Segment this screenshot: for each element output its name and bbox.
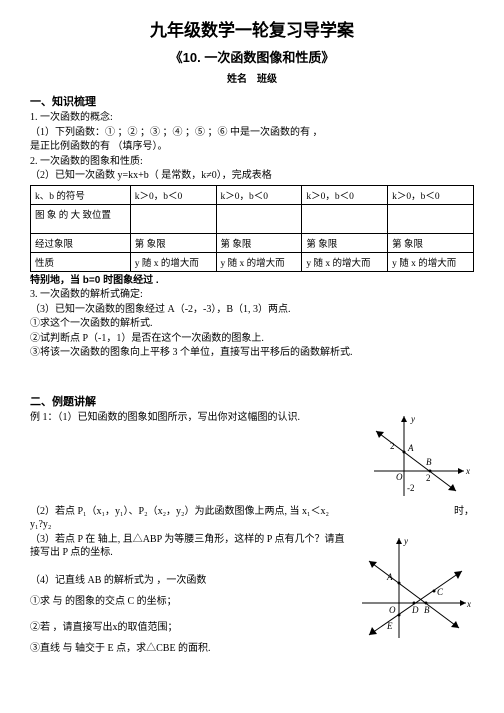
- cell-r2c4: 第 象限: [388, 233, 474, 252]
- svg-text:D: D: [411, 605, 419, 615]
- figure-2: y x O A B C D E: [354, 533, 474, 646]
- page-subtitle: 《10. 一次函数图像和性质》: [30, 47, 474, 66]
- cell-r2c3: 第 象限: [302, 233, 388, 252]
- byline: 姓名 班级: [30, 70, 474, 85]
- cell-r2c2: 第 象限: [216, 233, 302, 252]
- cell-r3c4: y 随 x 的增大而: [388, 252, 474, 271]
- s1-p10: ②试判断点 P（-1，1）是否在这个一次函数的图象上.: [30, 332, 474, 346]
- cell-r2c1: 第 象限: [130, 233, 216, 252]
- properties-table: k、b 的符号 k＞0，b＜0 k＞0，b＜0 k＞0，b＜0 k＞0，b＜0 …: [30, 185, 474, 272]
- cell-r2c0: 经过象限: [31, 233, 131, 252]
- svg-text:2: 2: [390, 441, 395, 451]
- cell-r0c0: k、b 的符号: [31, 185, 131, 204]
- svg-text:A: A: [407, 443, 414, 453]
- svg-text:y: y: [410, 414, 415, 424]
- figure-1: y x O 2 A B 2 -2: [364, 411, 474, 504]
- section-1-heading: 一、知识梳理: [30, 93, 474, 109]
- s1-p4: 2. 一次函数的图象和性质:: [30, 155, 474, 169]
- cell-r1c3: [302, 204, 388, 233]
- svg-text:O: O: [389, 605, 396, 615]
- cell-r3c0: 性质: [31, 252, 131, 271]
- page-title: 九年级数学一轮复习导学案: [30, 16, 474, 41]
- svg-text:B: B: [424, 605, 430, 615]
- cell-r0c3: k＞0，b＜0: [302, 185, 388, 204]
- s1-p2: （1）下列函数：① ；② ；③ ；④ ；⑤ ；⑥ 中是一次函数的有 ，: [30, 126, 474, 140]
- svg-text:x: x: [466, 599, 471, 609]
- svg-text:B: B: [426, 457, 432, 467]
- cell-r1c4: [388, 204, 474, 233]
- svg-text:y: y: [403, 536, 408, 546]
- s1-p8: （3）已知一次函数的图象经过 A（-2，-3），B（1, 3）两点.: [30, 303, 474, 317]
- svg-text:O: O: [396, 472, 403, 482]
- svg-text:-2: -2: [407, 483, 415, 493]
- cell-r3c2: y 随 x 的增大而: [216, 252, 302, 271]
- s1-p7: 3. 一次函数的解析式确定:: [30, 288, 474, 302]
- s1-p9: ①求这个一次函数的解析式.: [30, 317, 474, 331]
- cell-r0c2: k＞0，b＜0: [216, 185, 302, 204]
- s1-p5: （2）已知一次函数 y=kx+b（ 是常数，k≠0），完成表格: [30, 169, 474, 183]
- s1-p11: ③将该一次函数的图象向上平移 3 个单位，直接写出平移后的函数解析式.: [30, 346, 474, 360]
- svg-text:A: A: [386, 572, 393, 582]
- cell-r0c4: k＞0，b＜0: [388, 185, 474, 204]
- s1-p6: 特别地，当 b=0 时图象经过 .: [30, 274, 474, 288]
- svg-text:2: 2: [426, 473, 431, 483]
- section-2-heading: 二、例题讲解: [30, 393, 474, 409]
- svg-text:E: E: [386, 621, 393, 631]
- svg-text:x: x: [465, 466, 470, 476]
- cell-r1c1: [130, 204, 216, 233]
- cell-r3c1: y 随 x 的增大而: [130, 252, 216, 271]
- s2-p2: （2）若点 P₁（x₁，y₁）、P₂（x₂，y₂）为此函数图像上两点, 当 x₁…: [30, 505, 474, 532]
- cell-r3c3: y 随 x 的增大而: [302, 252, 388, 271]
- cell-r1c0: 图 象 的 大 致位置: [31, 204, 131, 233]
- svg-text:C: C: [437, 587, 444, 597]
- s1-p3: 是正比例函数的有 （填序号）。: [30, 140, 474, 154]
- s1-p1: 1. 一次函数的概念:: [30, 111, 474, 125]
- cell-r1c2: [216, 204, 302, 233]
- cell-r0c1: k＞0，b＜0: [130, 185, 216, 204]
